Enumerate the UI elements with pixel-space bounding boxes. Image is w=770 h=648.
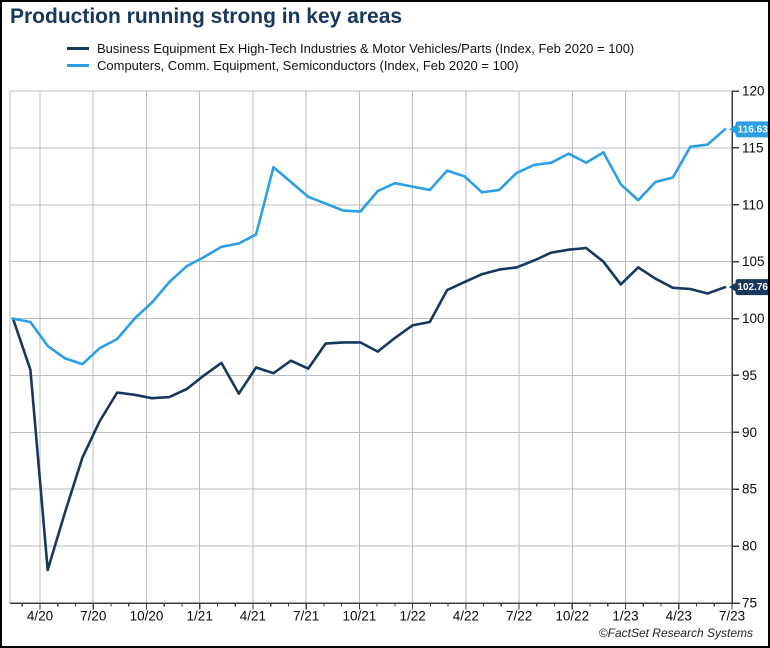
- x-axis-ticks: 4/20 7/20 10/20 1/21 4/21 7/21 10/21 1/22 4/22 7/…: [21, 603, 745, 624]
- axes: [10, 91, 740, 604]
- svg-text:102.76: 102.76: [737, 282, 768, 293]
- x-tick-label: 1/23: [612, 609, 638, 624]
- series-line-business-equipment: [11, 246, 727, 572]
- y-tick-label: 110: [742, 197, 764, 212]
- legend: Business Equipment Ex High-Tech Industri…: [67, 40, 634, 74]
- y-axis-ticks: 75 80 85 90 95 100 105 110 115 120: [732, 84, 765, 611]
- y-tick-label: 80: [742, 539, 757, 554]
- y-tick-label: 105: [742, 254, 765, 269]
- legend-swatch-computers: [67, 64, 89, 67]
- y-tick-label: 85: [742, 482, 757, 497]
- x-tick-label: 4/23: [666, 609, 692, 624]
- x-tick-label: 4/20: [27, 609, 53, 624]
- legend-label-computers: Computers, Comm. Equipment, Semiconducto…: [97, 58, 519, 73]
- x-tick-label: 7/22: [506, 609, 532, 624]
- x-tick-label: 7/21: [293, 609, 319, 624]
- x-tick-label: 7/23: [719, 609, 745, 624]
- x-tick-label: 4/21: [240, 609, 266, 624]
- x-tick-label: 10/21: [342, 609, 376, 624]
- chart-title: Production running strong in key areas: [10, 5, 403, 28]
- x-tick-label: 1/22: [399, 609, 425, 624]
- end-value-badge-business-equipment: 102.76: [729, 279, 768, 296]
- svg-text:116.63: 116.63: [738, 124, 768, 135]
- y-tick-label: 115: [742, 140, 764, 155]
- legend-label-business-equipment: Business Equipment Ex High-Tech Industri…: [97, 41, 635, 56]
- legend-item-computers: Computers, Comm. Equipment, Semiconducto…: [67, 57, 634, 74]
- y-tick-label: 90: [742, 425, 757, 440]
- x-tick-label: 1/21: [187, 609, 213, 624]
- legend-swatch-business-equipment: [67, 47, 89, 50]
- end-value-badge-computers: 116.63: [729, 121, 768, 138]
- x-tick-label: 10/20: [130, 609, 164, 624]
- x-tick-label: 10/22: [555, 609, 589, 624]
- x-tick-label: 4/22: [453, 609, 479, 624]
- legend-item-business-equipment: Business Equipment Ex High-Tech Industri…: [67, 40, 634, 57]
- y-tick-label: 95: [742, 368, 757, 383]
- y-tick-label: 75: [742, 596, 757, 611]
- series-line-computers: [11, 128, 727, 366]
- y-tick-label: 100: [742, 311, 765, 326]
- source-credit: ©FactSet Research Systems: [598, 626, 753, 640]
- y-tick-label: 120: [742, 84, 765, 99]
- x-tick-label: 7/20: [80, 609, 106, 624]
